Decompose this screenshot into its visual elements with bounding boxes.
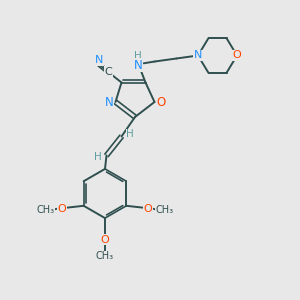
Text: O: O xyxy=(100,235,109,245)
Text: H: H xyxy=(126,129,134,139)
Text: CH₃: CH₃ xyxy=(96,251,114,261)
Text: N: N xyxy=(194,50,202,61)
Text: O: O xyxy=(232,50,242,61)
Text: N: N xyxy=(134,59,143,72)
Text: CH₃: CH₃ xyxy=(155,205,173,215)
Text: CH₃: CH₃ xyxy=(37,205,55,215)
Text: N: N xyxy=(95,55,103,65)
Text: O: O xyxy=(157,95,166,109)
Text: O: O xyxy=(58,204,67,214)
Text: O: O xyxy=(143,204,152,214)
Text: H: H xyxy=(94,152,102,162)
Text: C: C xyxy=(105,67,112,77)
Text: N: N xyxy=(104,95,113,109)
Text: H: H xyxy=(134,51,142,62)
